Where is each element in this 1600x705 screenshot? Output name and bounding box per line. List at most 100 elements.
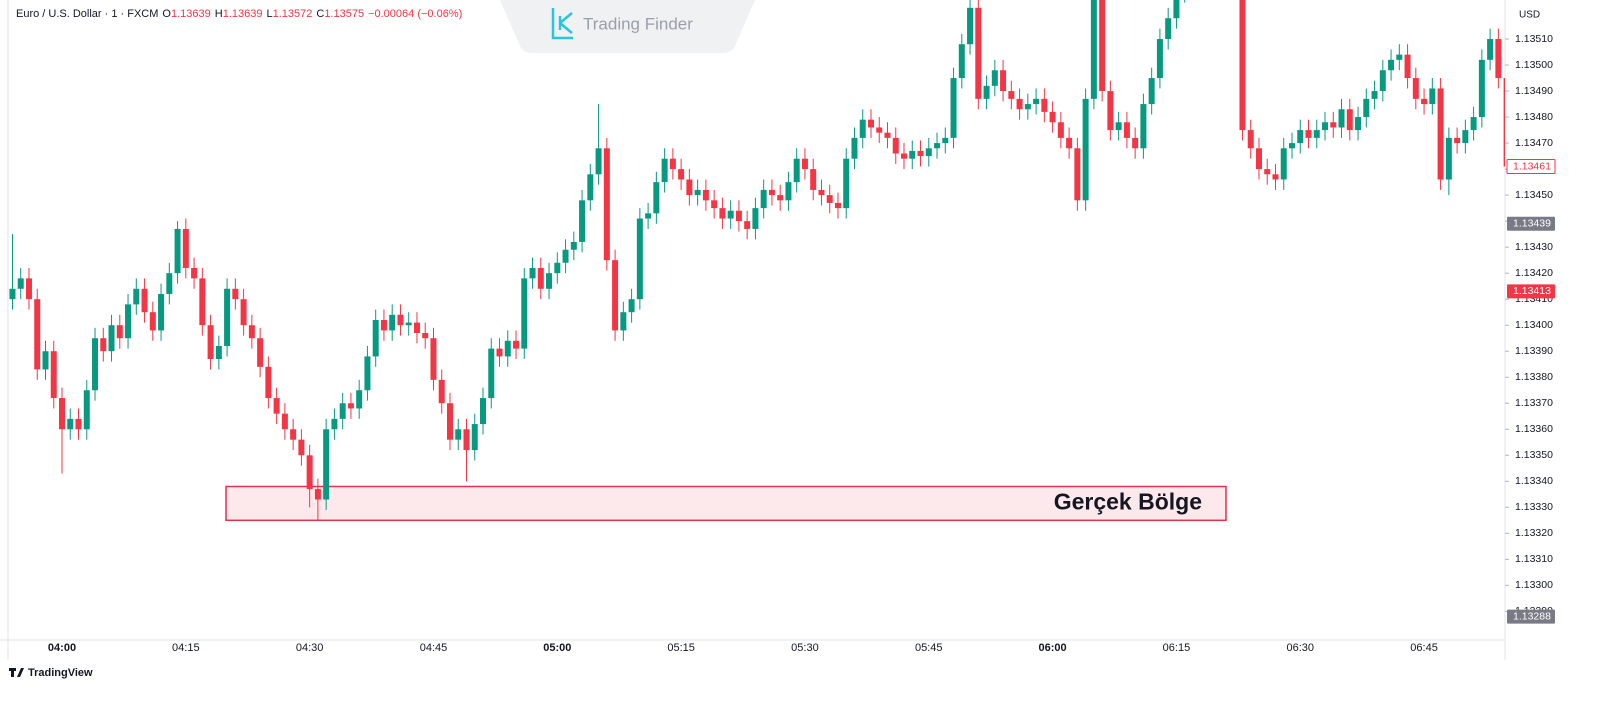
candle-body [694,189,701,196]
y-tick-label: 1.13420 [1515,267,1553,279]
candle-body [1470,117,1477,131]
candle-body [290,429,297,440]
candle-body [67,418,74,430]
candle-body [991,70,998,86]
candle-body [480,398,487,425]
candle-body [1445,137,1452,180]
candle-body [92,338,99,391]
candle-body [174,228,181,274]
candle-body [1247,130,1254,149]
candle-body [125,304,132,339]
price-marker-label: 1.13413 [1513,285,1551,297]
candle-body [488,348,495,399]
candle-body [1288,143,1295,149]
symbol: Euro / U.S. Dollar · 1 · FXCM [16,8,159,20]
candle-body [851,137,858,159]
x-tick-label: 06:45 [1410,642,1438,654]
candle-body [504,340,511,357]
candle-body [1049,111,1056,123]
candle-body [1478,59,1485,118]
candle-body [768,189,775,196]
candle-body [1338,109,1345,128]
candle-body [570,241,577,250]
candle-body [1363,98,1370,118]
candle-body [826,195,833,203]
y-tick-label: 1.13370 [1515,397,1553,409]
candle-body [876,127,883,133]
current-price [1506,159,1556,175]
candle-body [810,169,817,190]
candle-body [529,267,536,279]
candle-body [257,338,264,367]
candle-body [942,137,949,144]
candle-body [1355,117,1362,131]
candle-body [1421,98,1428,105]
candle-body [1239,0,1246,131]
candle-body [42,351,49,370]
ohlc-item: L1.13572 [266,8,312,20]
candle-body [603,148,610,261]
candle-body [281,413,288,430]
candle-body [678,169,685,180]
candle-body [240,299,247,326]
candle-body [1297,130,1304,144]
ohlc-item: O1.13639 [162,8,210,20]
y-tick-label: 1.13450 [1515,189,1553,201]
candle-body [273,398,280,414]
candle-body [686,179,693,196]
candle-body [372,320,379,357]
candle-body [760,189,767,209]
candles [9,0,1505,521]
candle-body [554,262,561,274]
candle-body [901,153,908,159]
candle-body [1255,148,1262,170]
candle-body [1487,39,1494,60]
candle-body [1272,174,1279,180]
candle-body [1057,122,1064,138]
candle-body [34,299,41,370]
candle-body [645,213,652,219]
candle-body [364,356,371,391]
candle-body [958,44,965,79]
candle-body [380,320,387,331]
ohlc-key: L [266,8,273,20]
candle-body [83,390,90,430]
candle-body [182,228,189,268]
candle-body [1115,122,1122,131]
candle-body [719,208,726,219]
candle-body [232,288,239,300]
candle-body [537,267,544,289]
y-tick-label: 1.13480 [1515,111,1553,123]
y-tick-label: 1.13300 [1515,579,1553,591]
currency: USD [1519,10,1540,21]
legend-header: Euro / U.S. Dollar · 1 · FXCM O1.13639 H1.… [16,8,462,20]
candle-body [546,273,553,289]
candle-body [793,158,800,183]
ohlc-key: O [162,8,171,20]
candle-body [298,439,305,456]
candle-body [785,182,792,201]
candle-body [141,288,148,313]
candle-body [397,314,404,326]
candle-body [620,312,627,331]
candle-body [389,314,396,331]
zone [225,485,1227,522]
candle-body [75,418,82,430]
price-marker [1507,216,1555,231]
candle-body [1462,130,1469,144]
candle-body [859,119,866,138]
candle-body [347,403,354,409]
x-tick-label: 06:15 [1163,642,1191,654]
ohlc-value: 1.13639 [222,8,263,20]
candle-body [983,85,990,99]
candle-body [636,218,643,300]
ohlc-item: H1.13639 [215,8,263,20]
ohlc-key: H [214,8,223,20]
candle-body [909,150,916,159]
candle-body [1437,88,1444,180]
candle-body [339,403,346,419]
y-tick-label: 1.13360 [1515,423,1553,435]
price-marker-label: 1.13439 [1513,218,1551,230]
price-marker-label: 1.13288 [1513,610,1551,622]
